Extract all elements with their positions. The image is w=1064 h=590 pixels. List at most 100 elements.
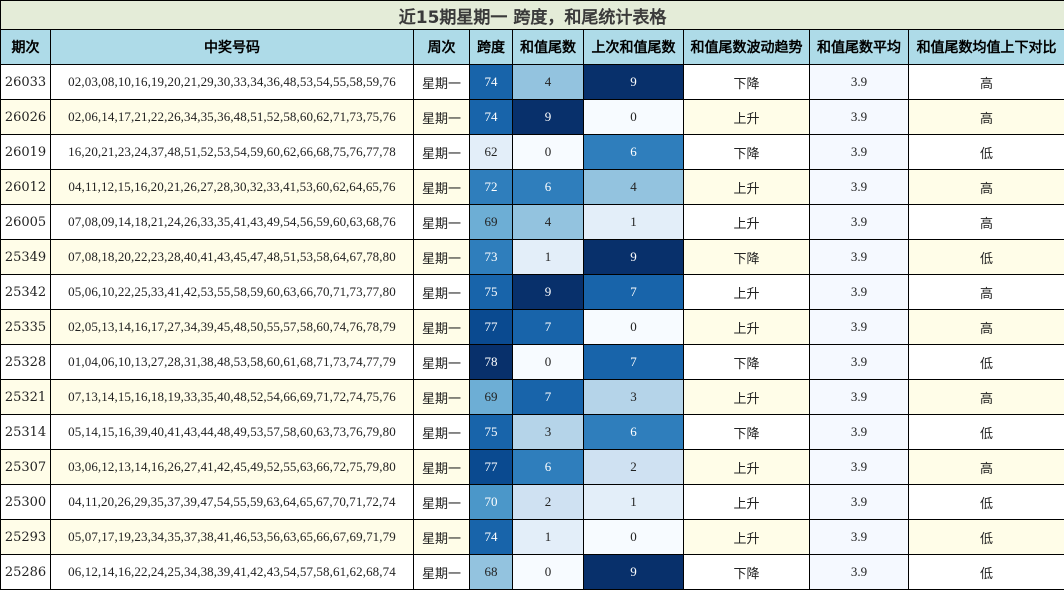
header-weekday: 周次 [414,30,470,65]
issue-cell: 26026 [1,100,51,135]
compare-cell: 高 [909,275,1064,310]
prev-tail-cell: 6 [584,415,684,450]
header-compare: 和值尾数均值上下对比 [909,30,1064,65]
numbers-cell: 03,06,12,13,14,16,26,27,41,42,45,49,52,5… [51,450,414,485]
header-prev-tail: 上次和值尾数 [584,30,684,65]
span-cell: 69 [470,205,513,240]
tail-cell: 9 [513,100,584,135]
trend-cell: 上升 [684,275,810,310]
tail-cell: 4 [513,205,584,240]
numbers-cell: 16,20,21,23,24,37,48,51,52,53,54,59,60,6… [51,135,414,170]
weekday-cell: 星期一 [414,345,470,380]
tail-cell: 7 [513,380,584,415]
prev-tail-cell: 1 [584,485,684,520]
issue-cell: 25314 [1,415,51,450]
compare-cell: 高 [909,170,1064,205]
trend-cell: 上升 [684,170,810,205]
issue-cell: 26005 [1,205,51,240]
avg-cell: 3.9 [810,555,909,590]
span-cell: 70 [470,485,513,520]
header-avg: 和值尾数平均 [810,30,909,65]
issue-cell: 25328 [1,345,51,380]
compare-cell: 低 [909,520,1064,555]
trend-cell: 上升 [684,205,810,240]
tail-cell: 3 [513,415,584,450]
issue-cell: 25300 [1,485,51,520]
issue-cell: 25349 [1,240,51,275]
header-tail: 和值尾数 [513,30,584,65]
issue-cell: 26012 [1,170,51,205]
issue-cell: 25335 [1,310,51,345]
weekday-cell: 星期一 [414,310,470,345]
numbers-cell: 07,13,14,15,16,18,19,33,35,40,48,52,54,6… [51,380,414,415]
compare-cell: 高 [909,450,1064,485]
header-issue: 期次 [1,30,51,65]
avg-cell: 3.9 [810,135,909,170]
weekday-cell: 星期一 [414,100,470,135]
avg-cell: 3.9 [810,205,909,240]
compare-cell: 高 [909,380,1064,415]
trend-cell: 下降 [684,415,810,450]
avg-cell: 3.9 [810,485,909,520]
compare-cell: 低 [909,345,1064,380]
span-cell: 74 [470,100,513,135]
weekday-cell: 星期一 [414,205,470,240]
span-cell: 68 [470,555,513,590]
numbers-cell: 01,04,06,10,13,27,28,31,38,48,53,58,60,6… [51,345,414,380]
numbers-cell: 04,11,12,15,16,20,21,26,27,28,30,32,33,4… [51,170,414,205]
compare-cell: 低 [909,485,1064,520]
compare-cell: 高 [909,65,1064,100]
issue-cell: 25307 [1,450,51,485]
avg-cell: 3.9 [810,380,909,415]
span-cell: 69 [470,380,513,415]
trend-cell: 下降 [684,135,810,170]
trend-cell: 下降 [684,345,810,380]
prev-tail-cell: 0 [584,520,684,555]
tail-cell: 4 [513,65,584,100]
numbers-cell: 05,07,17,19,23,34,35,37,38,41,46,53,56,6… [51,520,414,555]
span-cell: 75 [470,275,513,310]
avg-cell: 3.9 [810,65,909,100]
weekday-cell: 星期一 [414,240,470,275]
trend-cell: 下降 [684,240,810,275]
trend-cell: 上升 [684,520,810,555]
span-cell: 74 [470,520,513,555]
tail-cell: 2 [513,485,584,520]
trend-cell: 上升 [684,310,810,345]
numbers-cell: 05,14,15,16,39,40,41,43,44,48,49,53,57,5… [51,415,414,450]
prev-tail-cell: 2 [584,450,684,485]
weekday-cell: 星期一 [414,555,470,590]
numbers-cell: 02,03,08,10,16,19,20,21,29,30,33,34,36,4… [51,65,414,100]
span-cell: 72 [470,170,513,205]
span-cell: 73 [470,240,513,275]
compare-cell: 高 [909,310,1064,345]
weekday-cell: 星期一 [414,170,470,205]
avg-cell: 3.9 [810,100,909,135]
trend-cell: 上升 [684,100,810,135]
numbers-cell: 04,11,20,26,29,35,37,39,47,54,55,59,63,6… [51,485,414,520]
header-span: 跨度 [470,30,513,65]
header-numbers: 中奖号码 [51,30,414,65]
tail-cell: 6 [513,450,584,485]
compare-cell: 高 [909,205,1064,240]
avg-cell: 3.9 [810,310,909,345]
tail-cell: 0 [513,135,584,170]
prev-tail-cell: 9 [584,240,684,275]
tail-cell: 1 [513,520,584,555]
prev-tail-cell: 7 [584,275,684,310]
numbers-cell: 02,06,14,17,21,22,26,34,35,36,48,51,52,5… [51,100,414,135]
prev-tail-cell: 1 [584,205,684,240]
prev-tail-cell: 0 [584,100,684,135]
prev-tail-cell: 4 [584,170,684,205]
numbers-cell: 05,06,10,22,25,33,41,42,53,55,58,59,60,6… [51,275,414,310]
